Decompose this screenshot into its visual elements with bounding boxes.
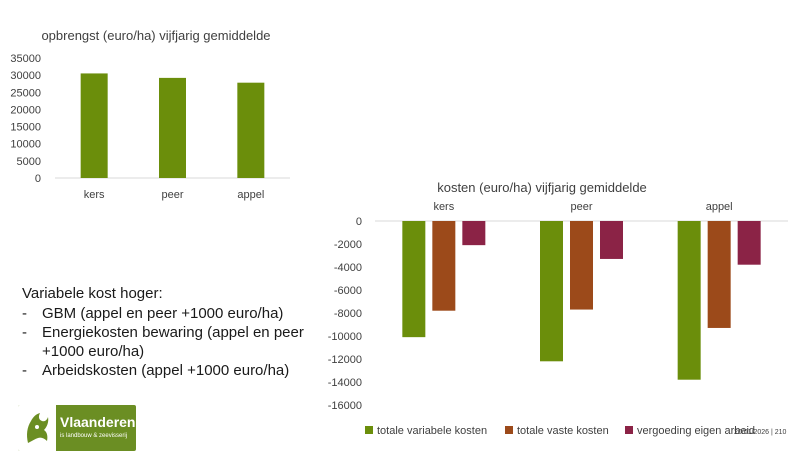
y-tick-label: 15000 [10,122,41,134]
y-tick-label: -16000 [328,400,362,412]
x-tick-label: peer [161,189,183,201]
footer-date-page: 20/01/2026 | 210 [734,429,787,436]
category-label: kers [433,201,454,213]
note-item-text: Arbeidskosten (appel +1000 euro/ha) [42,362,290,379]
vlaanderen-logo: Vlaanderen is landbouw & zeevisserij [18,405,136,451]
bar [462,221,486,246]
note-bullet: - [22,362,27,379]
bar [707,221,731,328]
bar [80,73,108,178]
y-tick-label: 0 [356,216,362,228]
note-bullet: - [22,305,27,322]
y-tick-label: 10000 [10,139,41,151]
legend-label: vergoeding eigen arbeid [637,425,755,437]
note-list: - GBM (appel en peer +1000 euro/ha) - Ener… [22,304,322,380]
legend-swatch [365,426,373,434]
bar [677,221,701,380]
note-item: - GBM (appel en peer +1000 euro/ha) [22,304,322,323]
lion-emblem-icon [18,405,56,451]
legend-label: totale vaste kosten [517,425,609,437]
y-tick-label: 5000 [17,156,41,168]
legend-swatch [625,426,633,434]
logo-subtitle: is landbouw & zeevisserij [60,433,128,439]
bar [737,221,761,265]
note-item-text: GBM (appel en peer +1000 euro/ha) [42,305,284,322]
y-tick-label: -10000 [328,331,362,343]
bar [402,221,426,338]
note-item: - Arbeidskosten (appel +1000 euro/ha) [22,361,322,380]
x-tick-label: kers [84,189,105,201]
note-item: - Energiekosten bewaring (appel en peer +… [22,323,322,361]
note-heading: Variabele kost hoger: [22,285,163,302]
bar [432,221,456,311]
note-item-text: Energiekosten bewaring (appel en peer +1… [42,324,304,360]
legend-swatch [505,426,513,434]
note-box: Variabele kost hoger: - GBM (appel en pee… [22,284,322,380]
y-tick-label: -8000 [334,308,362,320]
costs-chart: kosten (euro/ha) vijfjarig gemiddelde 0 -2… [328,180,788,437]
legend-label: totale variabele kosten [377,425,487,437]
y-tick-label: -14000 [328,377,362,389]
category-label: peer [570,201,592,213]
revenue-chart: opbrengst (euro/ha) vijfjarig gemiddelde… [10,28,290,201]
y-tick-label: -12000 [328,354,362,366]
y-tick-label: 25000 [10,87,41,99]
category-label: appel [706,201,733,213]
y-tick-label: 30000 [10,70,41,82]
bar [540,221,563,362]
y-tick-label: 0 [35,173,41,185]
logo-title: Vlaanderen [60,414,136,430]
y-tick-label: 20000 [10,104,41,116]
x-tick-label: appel [237,189,264,201]
y-tick-label: -4000 [334,262,362,274]
y-tick-label: 35000 [10,53,41,65]
y-tick-label: -6000 [334,285,362,297]
chart-title: opbrengst (euro/ha) vijfjarig gemiddelde [41,28,270,43]
bar [570,221,593,310]
bar [600,221,623,259]
bar [237,82,265,178]
bar [159,77,186,178]
note-bullet: - [22,324,27,341]
chart-title: kosten (euro/ha) vijfjarig gemiddelde [437,180,647,195]
y-tick-label: -2000 [334,239,362,251]
